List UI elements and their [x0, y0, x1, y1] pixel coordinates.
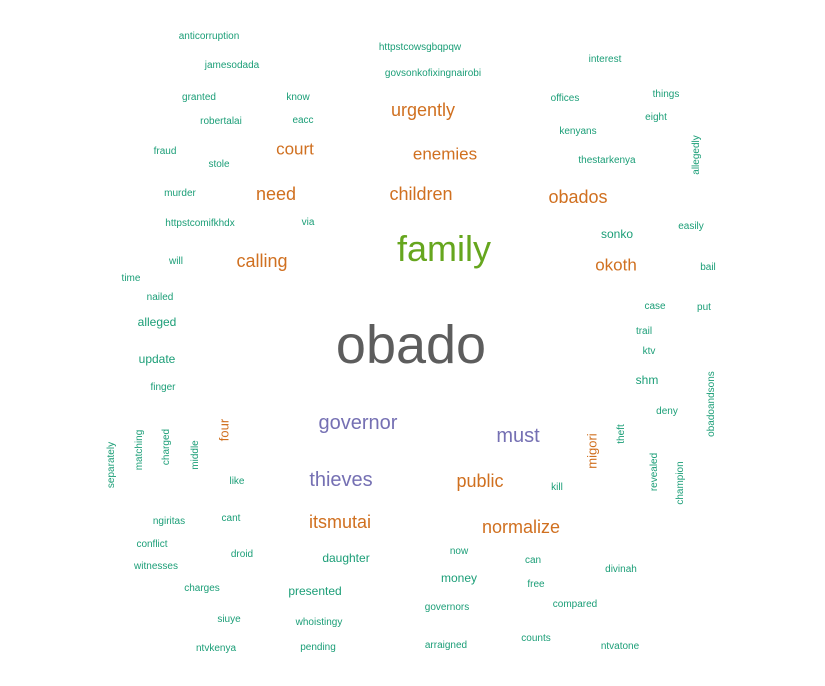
word-champion: champion	[675, 461, 686, 505]
word-itsmutai: itsmutai	[308, 512, 372, 532]
word-theft: theft	[616, 424, 627, 444]
word-interest: interest	[588, 54, 622, 65]
word-obado: obado	[335, 315, 487, 375]
word-conflict: conflict	[136, 539, 168, 550]
word-charged: charged	[161, 428, 172, 466]
word-httpstcowsgbqpqw: httpstcowsgbqpqw	[378, 42, 462, 53]
word-charges: charges	[184, 583, 220, 594]
word-httpstcomifkhdx: httpstcomifkhdx	[165, 218, 235, 229]
word-cant: cant	[221, 513, 241, 524]
word-calling: calling	[236, 251, 288, 271]
word-nailed: nailed	[146, 292, 174, 303]
word-counts: counts	[521, 633, 551, 644]
word-allegedly: allegedly	[691, 135, 702, 175]
word-presented: presented	[288, 584, 342, 598]
word-public: public	[456, 471, 504, 491]
word-will: will	[169, 256, 183, 267]
word-matching: matching	[134, 429, 145, 471]
word-ngiritas: ngiritas	[152, 516, 186, 527]
word-court: court	[276, 139, 314, 159]
word-fraud: fraud	[153, 146, 177, 157]
word-robertalai: robertalai	[200, 116, 242, 127]
word-normalize: normalize	[481, 517, 561, 537]
word-droid: droid	[230, 549, 254, 560]
word-money: money	[440, 571, 478, 585]
word-granted: granted	[182, 92, 216, 103]
word-case: case	[644, 301, 666, 312]
word-kill: kill	[551, 482, 563, 493]
word-urgently: urgently	[390, 100, 456, 120]
word-eacc: eacc	[292, 115, 314, 126]
word-murder: murder	[164, 188, 196, 199]
word-family: family	[396, 228, 492, 269]
word-know: know	[286, 92, 310, 103]
word-okoth: okoth	[595, 255, 637, 275]
word-bail: bail	[700, 262, 716, 273]
word-need: need	[255, 184, 297, 204]
word-children: children	[389, 184, 453, 204]
word-jamesodada: jamesodada	[204, 60, 260, 71]
word-compared: compared	[552, 599, 598, 610]
word-free: free	[527, 579, 545, 590]
word-whoistingy: whoistingy	[295, 617, 343, 628]
word-must: must	[496, 425, 540, 447]
word-divinah: divinah	[605, 564, 637, 575]
word-can: can	[524, 555, 542, 566]
word-pending: pending	[300, 642, 336, 653]
word-update: update	[138, 352, 176, 366]
word-separately: separately	[106, 441, 117, 489]
word-four: four	[216, 418, 232, 442]
word-via: via	[301, 217, 315, 228]
word-governors: governors	[424, 602, 470, 613]
word-shm: shm	[635, 373, 659, 387]
word-like: like	[229, 476, 245, 487]
word-stole: stole	[208, 159, 230, 170]
word-arraigned: arraigned	[424, 640, 468, 651]
word-kenyans: kenyans	[559, 126, 597, 137]
word-thieves: thieves	[309, 469, 373, 491]
word-ntvatone: ntvatone	[600, 641, 640, 652]
word-alleged: alleged	[137, 315, 177, 329]
word-finger: finger	[150, 382, 176, 393]
word-sonko: sonko	[600, 227, 634, 241]
word-obados: obados	[548, 187, 608, 207]
word-trail: trail	[635, 326, 653, 337]
word-anticorruption: anticorruption	[178, 31, 240, 42]
word-enemies: enemies	[412, 144, 478, 164]
word-revealed: revealed	[649, 452, 660, 492]
word-offices: offices	[550, 93, 580, 104]
word-time: time	[121, 273, 141, 284]
word-witnesses: witnesses	[134, 561, 178, 572]
word-governor: governor	[318, 412, 398, 434]
word-ktv: ktv	[642, 346, 656, 357]
word-now: now	[449, 546, 469, 557]
word-daughter: daughter	[322, 551, 370, 565]
word-ntvkenya: ntvkenya	[195, 643, 237, 654]
word-easily: easily	[678, 221, 704, 232]
word-migori: migori	[584, 433, 600, 469]
word-govsonkofixingnairobi: govsonkofixingnairobi	[384, 68, 482, 79]
word-siuye: siuye	[217, 614, 241, 625]
word-obadoandsons: obadoandsons	[706, 371, 717, 437]
word-thestarkenya: thestarkenya	[578, 155, 636, 166]
word-put: put	[697, 302, 711, 313]
word-deny: deny	[656, 406, 678, 417]
word-eight: eight	[645, 112, 667, 123]
word-middle: middle	[190, 440, 201, 470]
word-things: things	[652, 89, 680, 100]
